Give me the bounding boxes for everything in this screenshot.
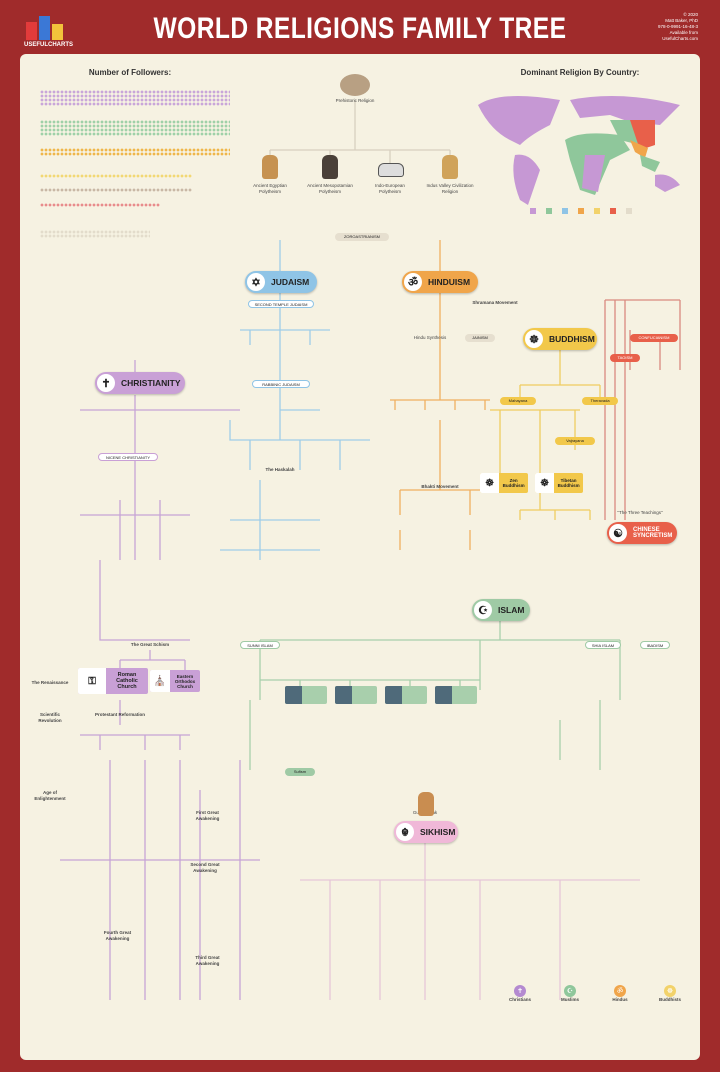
sunni-node[interactable]: SUNNI ISLAM (240, 641, 280, 649)
christianity-node[interactable]: ✝ CHRISTIANITY (95, 372, 185, 394)
tibetan-node[interactable]: ☸ Tibetan Buddhism (535, 473, 583, 493)
egyptian-label: Ancient Egyptian Polytheism (253, 183, 287, 194)
bhakti-label: Bhakti Movement (421, 484, 459, 489)
egyptian-figure-icon (262, 155, 278, 179)
prehistoric-label: Prehistoric Religion (335, 98, 375, 103)
rabbinic-node[interactable]: RABBINIC JUDAISM (252, 380, 310, 388)
renaissance-label: The Renaissance (31, 680, 69, 685)
theravada-node[interactable]: Theravada (582, 397, 618, 405)
great-schism-label: The Great Schism (130, 642, 170, 647)
followers-bar-4 (40, 174, 192, 178)
taoism-node[interactable]: TAOISM (610, 354, 640, 362)
islam-node[interactable]: ☪ ISLAM (472, 599, 530, 621)
followers-bar-1 (40, 90, 230, 106)
followers-chart: Number of Followers: (40, 68, 240, 238)
page-title: WORLD RELIGIONS FAMILY TREE (153, 12, 567, 45)
brand-name: USEFULCHARTS (24, 42, 73, 48)
crescent-icon: ☪ (474, 601, 492, 619)
indus-valley-label: Indus Valley Civilization Religion (426, 183, 474, 194)
orthodox-node[interactable]: ⛪ Eastern Orthodox Church (150, 670, 200, 692)
star-of-david-icon: ✡ (247, 273, 265, 291)
dharma-wheel-icon: ☸ (664, 985, 676, 997)
three-teachings-label: "The Three Teachings" (617, 510, 663, 515)
mesopotamian-figure-icon (322, 155, 338, 179)
om-icon: ॐ (404, 273, 422, 291)
stat-buddhists: ☸ Buddhists (650, 985, 690, 1035)
mahayana-node[interactable]: Mahayana (500, 397, 536, 405)
islam-school-1[interactable] (285, 686, 327, 704)
om-icon: ॐ (614, 985, 626, 997)
first-awakening-label: First Great Awakening (195, 810, 220, 821)
cross-icon: ✝ (97, 374, 115, 392)
shia-node[interactable]: SHIA ISLAM (585, 641, 621, 649)
synthesis-label: Hindu Synthesis (413, 335, 447, 340)
followers-bar-7 (40, 230, 150, 238)
haskalah-label: The Haskalah (265, 467, 295, 472)
jainism-node[interactable]: JAINISM (465, 334, 495, 342)
nicene-node[interactable]: NICENE CHRISTIANITY (98, 453, 158, 461)
cross-icon: ✝ (514, 985, 526, 997)
hinduism-node[interactable]: ॐ HINDUISM (402, 271, 478, 293)
second-awakening-label: Second Great Awakening (190, 862, 220, 873)
followers-bar-6 (40, 203, 160, 207)
poster-panel (20, 54, 700, 1060)
indus-valley-figure-icon (442, 155, 458, 179)
header: USEFULCHARTS WORLD RELIGIONS FAMILY TREE… (0, 0, 720, 54)
vajrayana-node[interactable]: Vajrayana (555, 437, 595, 445)
stat-muslims: ☪ Muslims (550, 985, 590, 1035)
second-temple-node[interactable]: SECOND TEMPLE JUDAISM (248, 300, 314, 308)
papal-keys-icon: ⚿ (78, 668, 106, 694)
lama-icon: ☸ (535, 473, 555, 493)
fourth-awakening-label: Fourth Great Awakening (103, 930, 132, 941)
khanda-icon: ☬ (396, 823, 414, 841)
mesopotamian-label: Ancient Mesopotamian Polytheism (307, 183, 353, 194)
indo-european-label: Indo-European Polytheism (375, 183, 405, 194)
followers-bar-2 (40, 120, 230, 136)
shramana-label: Shramana Movement (472, 300, 518, 305)
stat-hindus: ॐ Hindus (600, 985, 640, 1035)
prehistoric-icon (340, 74, 370, 96)
islam-school-2[interactable] (335, 686, 377, 704)
followers-bar-3 (40, 148, 230, 156)
reformation-label: Protestant Reformation (95, 712, 146, 717)
catholic-node[interactable]: ⚿ Roman Catholic Church (78, 668, 148, 694)
confucianism-node[interactable]: CONFUCIANISM (630, 334, 678, 342)
followers-heading: Number of Followers: (88, 68, 172, 77)
ibadi-node[interactable]: IBADISM (640, 641, 670, 649)
islam-school-3[interactable] (385, 686, 427, 704)
sufism-node[interactable]: Sufism (285, 768, 315, 776)
zen-node[interactable]: ☸ Zen Buddhism (480, 473, 528, 493)
top-denominations-legend: ✝ Christians ☪ Muslims ॐ Hindus ☸ Buddhists (500, 985, 690, 1035)
usefulcharts-logo: USEFULCHARTS (24, 14, 73, 48)
indo-european-figure-icon (378, 163, 404, 177)
sikhism-node[interactable]: ☬ SIKHISM (394, 821, 458, 843)
zen-monk-icon: ☸ (480, 473, 500, 493)
third-awakening-label: Third Great Awakening (195, 955, 220, 966)
followers-bar-5 (40, 188, 192, 192)
publisher-info: © 2020 Matt Baker, PhD 978-0-9991-16-48-3 A… (657, 12, 698, 41)
map-legend (530, 208, 632, 214)
buddhism-node[interactable]: ☸ BUDDHISM (523, 328, 597, 350)
dharma-wheel-icon: ☸ (525, 330, 543, 348)
world-map: Dominant Religion By Country: (470, 68, 690, 218)
scientific-label: Scientific Revolution (38, 712, 62, 723)
judaism-node[interactable]: ✡ JUDAISM (245, 271, 317, 293)
church-icon: ⛪ (150, 670, 170, 692)
enlightenment-label: Age of Enlightenment (34, 790, 66, 801)
stat-christians: ✝ Christians (500, 985, 540, 1035)
crescent-icon: ☪ (564, 985, 576, 997)
yin-yang-icon: ☯ (609, 524, 627, 542)
chinese-syncretism-node[interactable]: ☯ CHINESE SYNCRETISM (607, 522, 677, 544)
guru-nanak-figure-icon (418, 792, 434, 816)
zoroastrianism-node[interactable]: ZOROASTRIANISM (335, 233, 389, 241)
islam-school-4[interactable] (435, 686, 477, 704)
map-heading: Dominant Religion By Country: (520, 68, 640, 77)
